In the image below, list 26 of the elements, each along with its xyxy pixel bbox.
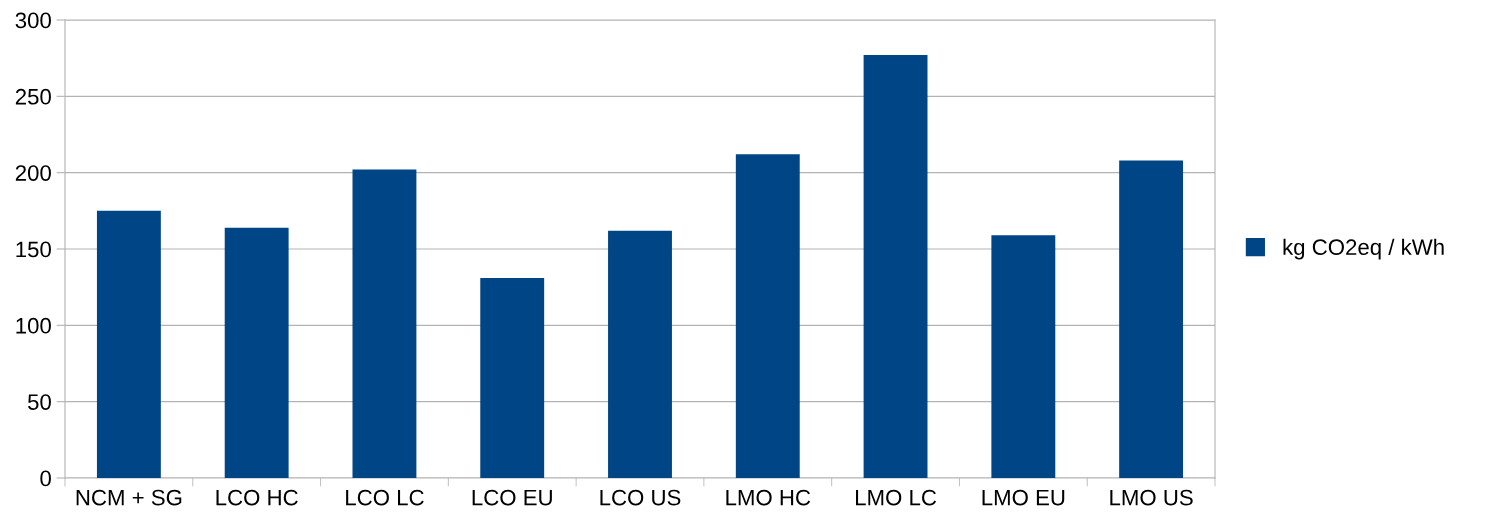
- y-tick-label: 0: [40, 470, 51, 487]
- bar: [991, 235, 1056, 478]
- x-tick-label: NCM + SG: [76, 489, 182, 506]
- y-tick-label: 300: [15, 12, 51, 29]
- x-tick-label: LCO US: [600, 489, 681, 506]
- y-tick-label: 250: [15, 88, 51, 105]
- x-tick-label: LMO EU: [982, 489, 1065, 506]
- legend-label: kg CO2eq / kWh: [1283, 238, 1444, 260]
- bar: [224, 227, 289, 478]
- x-tick-label: LMO US: [1110, 489, 1193, 506]
- x-tick-label: LCO LC: [346, 489, 424, 506]
- y-tick-label: 200: [15, 165, 51, 181]
- bar: [1119, 160, 1184, 478]
- bar: [352, 169, 417, 478]
- x-tick-label: LMO LC: [856, 489, 937, 506]
- y-tick-label: 50: [27, 394, 51, 410]
- x-tick-label: LCO EU: [472, 489, 552, 506]
- bar: [480, 278, 545, 478]
- bar: [863, 55, 928, 478]
- bar: [96, 210, 161, 478]
- y-tick-label: 150: [16, 241, 51, 258]
- y-tick-label: 100: [16, 317, 51, 334]
- bar: [608, 230, 672, 478]
- x-tick-label: LMO HC: [726, 489, 811, 506]
- x-tick-label: LCO HC: [216, 489, 298, 506]
- bar: [735, 154, 800, 478]
